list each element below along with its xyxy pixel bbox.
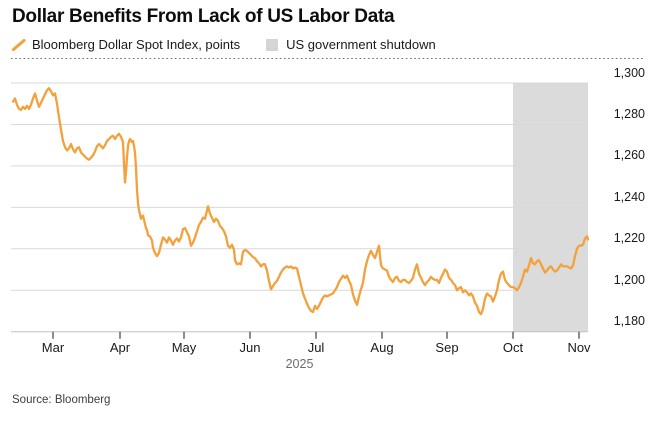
- x-axis-label: Apr: [109, 340, 131, 355]
- source-note: Source: Bloomberg: [12, 394, 111, 406]
- y-axis-label: 1,200: [613, 272, 645, 287]
- orange-line-swatch-icon: [12, 38, 26, 51]
- x-axis-label: Sep: [435, 340, 459, 355]
- x-axis-label: Aug: [370, 340, 394, 355]
- chart-legend: Bloomberg Dollar Spot Index, points US g…: [12, 37, 436, 52]
- y-axis-label: 1,180: [613, 314, 645, 329]
- x-axis-label: May: [171, 340, 197, 355]
- y-axis-label: 1,260: [613, 148, 645, 163]
- legend-item-index-series: Bloomberg Dollar Spot Index, points: [12, 37, 240, 52]
- y-axis-label: 1,240: [613, 189, 645, 204]
- chart-title: Dollar Benefits From Lack of US Labor Da…: [12, 6, 395, 27]
- index-line-series: [11, 87, 590, 316]
- y-axis-label: 1,280: [613, 106, 645, 121]
- legend-label-index-series: Bloomberg Dollar Spot Index, points: [32, 37, 241, 52]
- y-axis-label: 1,300: [613, 65, 645, 80]
- y-axis-label: 1,220: [613, 231, 645, 246]
- x-axis-label: Jul: [307, 340, 325, 355]
- x-axis-year-label: 2025: [285, 357, 314, 371]
- gray-square-swatch-icon: [266, 38, 279, 51]
- x-axis-label: Oct: [502, 340, 524, 355]
- legend-label-shutdown: US government shutdown: [286, 37, 436, 52]
- x-axis-label: Nov: [567, 340, 591, 355]
- legend-item-shutdown: US government shutdown: [266, 37, 436, 52]
- x-axis-label: Jun: [239, 340, 261, 355]
- x-axis-label: Mar: [41, 340, 65, 355]
